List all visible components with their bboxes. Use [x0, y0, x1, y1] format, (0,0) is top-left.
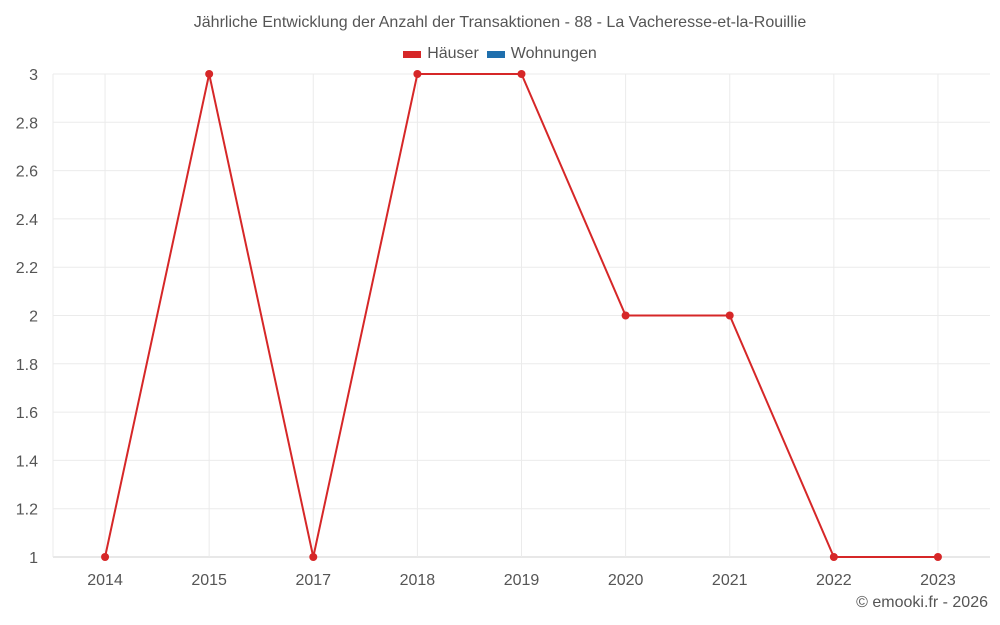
x-tick-label: 2020	[608, 572, 644, 589]
credit-text: © emooki.fr - 2026	[856, 594, 988, 611]
x-tick-label: 2023	[920, 572, 956, 589]
x-tick-label: 2019	[504, 572, 540, 589]
x-tick-label: 2021	[712, 572, 748, 589]
y-tick-label: 2.8	[16, 115, 38, 132]
y-tick-label: 2.2	[16, 260, 38, 277]
x-tick-label: 2022	[816, 572, 852, 589]
data-point	[933, 553, 942, 561]
data-point	[621, 311, 630, 320]
data-point	[725, 311, 734, 320]
y-tick-label: 1.4	[16, 453, 38, 470]
legend-label-haeuser: Häuser	[427, 45, 479, 62]
chart-title: Jährliche Entwicklung der Anzahl der Tra…	[193, 14, 807, 31]
data-point	[517, 70, 526, 78]
y-tick-label: 1.6	[16, 405, 38, 422]
data-point	[309, 553, 318, 561]
x-tick-label: 2015	[191, 572, 227, 589]
data-point	[413, 70, 422, 78]
legend-item-haeuser[interactable]: Häuser	[403, 45, 479, 63]
legend-swatch-haeuser	[403, 50, 422, 58]
y-tick-label: 1	[29, 550, 38, 567]
y-tick-label: 1.8	[16, 357, 38, 374]
y-tick-label: 1.2	[16, 502, 38, 519]
y-tick-label: 3	[29, 67, 38, 84]
legend-item-wohnungen[interactable]: Wohnungen	[486, 45, 597, 63]
legend-swatch-wohnungen	[486, 50, 505, 58]
chart-legend: Häuser Wohnungen	[0, 45, 1000, 63]
x-tick-label: 2014	[87, 572, 123, 589]
x-tick-label: 2017	[295, 572, 331, 589]
data-point	[101, 553, 110, 561]
y-tick-label: 2.6	[16, 164, 38, 181]
x-tick-label: 2018	[400, 572, 436, 589]
data-point	[205, 70, 214, 78]
y-tick-label: 2.4	[16, 212, 38, 229]
y-tick-label: 2	[29, 309, 38, 326]
legend-label-wohnungen: Wohnungen	[510, 45, 597, 62]
data-point	[829, 553, 838, 561]
